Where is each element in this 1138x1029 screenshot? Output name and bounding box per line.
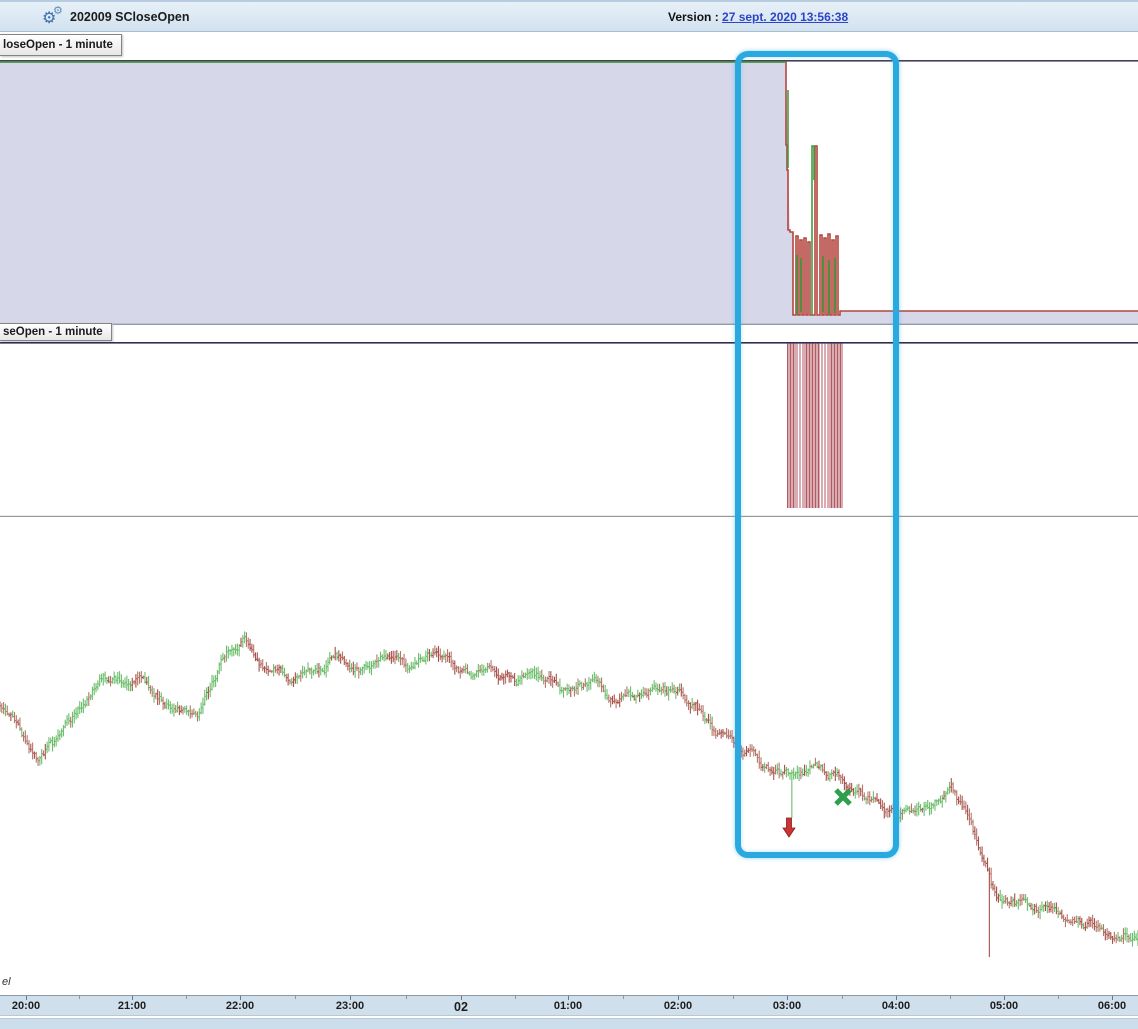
axis-hour-tick (26, 996, 27, 1000)
axis-time-label: 06:00 (1097, 1000, 1127, 1012)
axis-hour-tick (461, 996, 462, 1000)
version-label: Version : (668, 10, 719, 24)
axis-time-label: 22:00 (225, 1000, 255, 1012)
axis-half-hour-tick (732, 996, 734, 999)
header-bar: ⚙ ⚙ 202009 SCloseOpen Version : 27 sept.… (0, 0, 1138, 32)
axis-time-label: 04:00 (881, 1000, 911, 1012)
price-chart (0, 631, 1138, 957)
panel2-top-border (0, 342, 1138, 344)
axis-half-hour-tick (950, 996, 951, 999)
panel1-bottom-border (0, 323, 1138, 325)
axis-time-label: 21:00 (117, 1000, 147, 1012)
axis-time-label: 23:00 (335, 1000, 365, 1012)
indicator-area-fill (0, 62, 1138, 324)
exit-cross-icon (834, 788, 852, 806)
tab-signal-1minute[interactable]: seOpen - 1 minute (0, 323, 112, 341)
axis-time-label: 02:00 (663, 1000, 693, 1012)
axis-hour-tick (1004, 996, 1005, 1000)
axis-hour-tick (787, 996, 788, 1000)
panel2-bottom-border (0, 515, 1138, 517)
axis-half-hour-tick (405, 996, 407, 999)
axis-half-hour-tick (514, 996, 516, 999)
axis-hour-tick (896, 996, 897, 1000)
axis-hour-tick (1112, 996, 1113, 1000)
axis-half-hour-tick (623, 996, 624, 999)
signal-histogram-chart (0, 342, 1138, 517)
indicator-green-line (811, 145, 815, 315)
horizontal-scroll-strip[interactable] (0, 1018, 1138, 1029)
bottom-left-note: el (2, 976, 11, 988)
axis-hour-tick (678, 996, 679, 1000)
strategy-title: 202009 SCloseOpen (70, 10, 190, 24)
axis-half-hour-tick (1058, 996, 1059, 999)
signal-panel[interactable] (0, 342, 1138, 517)
axis-time-label: 05:00 (989, 1000, 1019, 1012)
axis-date-label: 02 (454, 1000, 468, 1014)
indicator-panel[interactable] (0, 60, 1138, 325)
sell-arrow-icon (782, 817, 796, 838)
gear-icon-small: ⚙ (53, 5, 63, 17)
gear-icon: ⚙ (42, 10, 57, 27)
tab-indicator-1minute[interactable]: loseOpen - 1 minute (0, 34, 122, 56)
axis-half-hour-tick (79, 996, 80, 999)
indicator-chart (0, 60, 1138, 325)
axis-half-hour-tick (295, 996, 296, 999)
axis-hour-tick (132, 996, 133, 1000)
signal-tab-row: seOpen - 1 minute (0, 323, 1138, 342)
axis-time-label: 01:00 (553, 1000, 583, 1012)
settings-gears-icon[interactable]: ⚙ ⚙ (42, 6, 66, 30)
panel1-top-border (0, 60, 1138, 62)
axis-half-hour-tick (841, 996, 843, 999)
version-link[interactable]: 27 sept. 2020 13:56:38 (722, 10, 849, 24)
indicator-tab-row: loseOpen - 1 minute (0, 33, 1138, 60)
axis-hour-tick (350, 996, 351, 1000)
price-panel[interactable] (0, 517, 1138, 995)
axis-time-label: 20:00 (11, 1000, 41, 1012)
version-area: Version : 27 sept. 2020 13:56:38 (668, 10, 848, 24)
time-axis[interactable]: 20:00 21:00 22:00 23:00 02 01:00 02:00 03:00 04:… (0, 995, 1138, 1016)
axis-hour-tick (240, 996, 241, 1000)
axis-half-hour-tick (186, 996, 187, 999)
axis-hour-tick (568, 996, 569, 1000)
axis-time-label: 03:00 (772, 1000, 802, 1012)
